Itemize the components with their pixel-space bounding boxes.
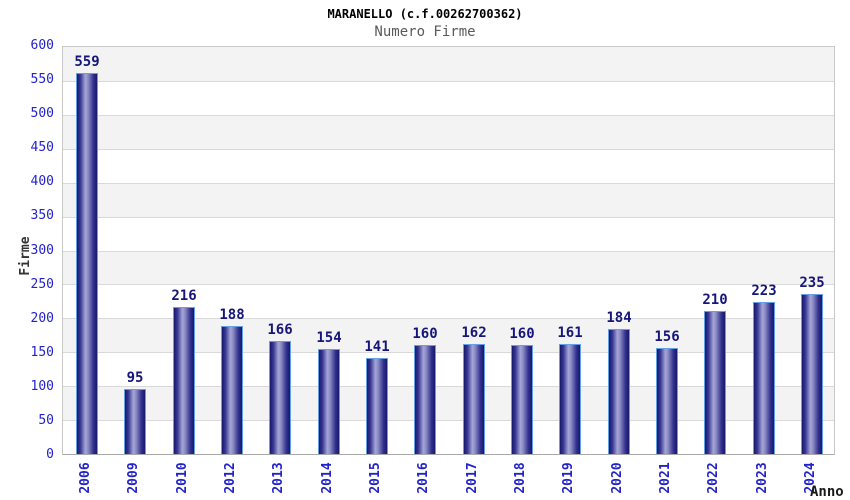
gridline xyxy=(63,318,834,320)
bar-value-label: 166 xyxy=(267,322,293,338)
gridline xyxy=(63,114,834,116)
bar-value-label: 154 xyxy=(316,330,342,346)
bar-value-label: 559 xyxy=(74,54,100,70)
grid-band xyxy=(63,80,834,115)
bar-value-label: 210 xyxy=(702,292,728,308)
bar-value-label: 156 xyxy=(654,329,680,345)
bar xyxy=(656,348,678,454)
gridline xyxy=(63,352,834,354)
grid-band xyxy=(63,182,834,217)
y-tick-label: 450 xyxy=(30,140,54,155)
x-tick-label: 2015 xyxy=(368,462,383,494)
y-tick-label: 550 xyxy=(30,72,54,87)
bar xyxy=(221,326,243,454)
x-tick-label: 2012 xyxy=(223,462,238,494)
y-tick-label: 400 xyxy=(30,174,54,189)
bar xyxy=(559,344,581,454)
y-tick-label: 150 xyxy=(30,345,54,360)
bar-value-label: 184 xyxy=(606,310,632,326)
y-tick-label: 350 xyxy=(30,208,54,223)
y-tick-label: 600 xyxy=(30,38,54,53)
y-tick-label: 200 xyxy=(30,311,54,326)
bar-value-label: 216 xyxy=(171,288,197,304)
x-tick-label: 2006 xyxy=(78,462,93,494)
y-tick-label: 50 xyxy=(38,413,54,428)
bar xyxy=(76,73,98,454)
bar xyxy=(414,345,436,454)
x-tick-label: 2023 xyxy=(755,462,770,494)
y-tick-label: 300 xyxy=(30,243,54,258)
gridline xyxy=(63,216,834,218)
bar xyxy=(318,349,340,454)
gridline xyxy=(63,80,834,82)
y-tick-label: 0 xyxy=(46,447,54,462)
bar xyxy=(366,358,388,454)
bar-value-label: 161 xyxy=(557,325,583,341)
x-tick-label: 2009 xyxy=(126,462,141,494)
x-tick-label: 2014 xyxy=(320,462,335,494)
x-tick-label: 2020 xyxy=(610,462,625,494)
gridline xyxy=(63,284,834,286)
bar-value-label: 235 xyxy=(799,275,825,291)
grid-band xyxy=(63,148,834,183)
bar xyxy=(704,311,726,454)
grid-band xyxy=(63,47,834,81)
y-tick-label: 250 xyxy=(30,277,54,292)
bar xyxy=(269,341,291,454)
y-tick-label: 100 xyxy=(30,379,54,394)
gridline xyxy=(63,386,834,388)
y-tick-label: 500 xyxy=(30,106,54,121)
x-tick-label: 2018 xyxy=(513,462,528,494)
gridline xyxy=(63,182,834,184)
plot-area: 559 95 216 188 166 154 141 160 162 160 161 184 156 21… xyxy=(62,46,835,455)
x-axis-title: Anno xyxy=(810,484,844,500)
bar-value-label: 162 xyxy=(461,325,487,341)
bar-value-label: 141 xyxy=(364,339,390,355)
x-tick-label: 2010 xyxy=(175,462,190,494)
bar xyxy=(463,344,485,454)
bar xyxy=(753,302,775,454)
chart-title: MARANELLO (c.f.00262700362) xyxy=(327,7,523,21)
grid-band xyxy=(63,250,834,285)
x-tick-label: 2017 xyxy=(465,462,480,494)
bar xyxy=(608,329,630,454)
x-tick-label: 2019 xyxy=(561,462,576,494)
bar xyxy=(124,389,146,454)
bar-value-label: 160 xyxy=(412,326,438,342)
bar-value-label: 95 xyxy=(126,370,144,386)
bar-value-label: 160 xyxy=(509,326,535,342)
grid-band xyxy=(63,216,834,251)
bar xyxy=(511,345,533,454)
x-tick-label: 2016 xyxy=(416,462,431,494)
chart-subtitle: Numero Firme xyxy=(374,24,476,40)
bar-value-label: 223 xyxy=(751,283,777,299)
grid-band xyxy=(63,114,834,149)
x-tick-label: 2013 xyxy=(271,462,286,494)
x-tick-label: 2022 xyxy=(706,462,721,494)
gridline xyxy=(63,148,834,150)
bar-value-label: 188 xyxy=(219,307,245,323)
bar xyxy=(801,294,823,454)
bar xyxy=(173,307,195,454)
gridline xyxy=(63,420,834,422)
x-tick-label: 2021 xyxy=(658,462,673,494)
gridline xyxy=(63,250,834,252)
